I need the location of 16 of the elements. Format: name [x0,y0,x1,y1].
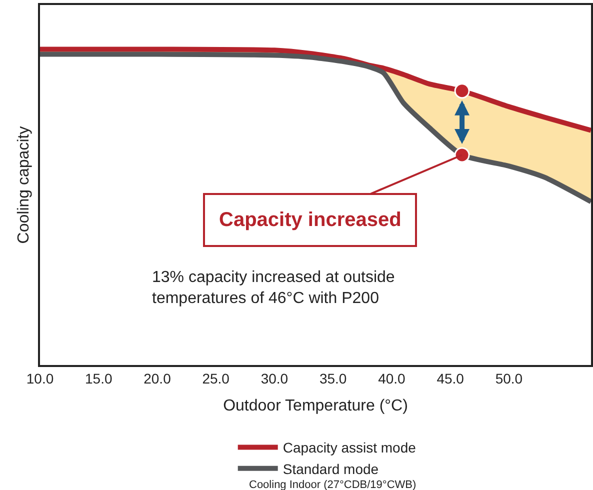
x-tick-label: 50.0 [495,370,523,387]
x-tick-label: 40.0 [378,370,406,387]
legend-label: Capacity assist mode [282,440,416,456]
annotation: Capacity increased [219,209,402,231]
x-axis-title: Outdoor Temperature (°C) [223,398,408,415]
y-axis-title: Cooling capacity [16,126,33,244]
x-tick-label: 10.0 [26,370,54,387]
x-tick-label: 45.0 [436,370,464,387]
x-tick-label: 15.0 [84,370,112,387]
x-tick-label: 25.0 [202,370,230,387]
x-tick-label: 20.0 [144,370,172,387]
text: Cooling Indoor (27°CDB/19°CWB) [249,479,416,490]
legend-label: Standard mode [282,460,379,477]
x-tick-label: 30.0 [260,370,288,387]
x-tick-label: 35.0 [319,370,347,387]
annotation: 13% capacity increased at outside temperatures of 46°C with P200 [152,269,395,307]
